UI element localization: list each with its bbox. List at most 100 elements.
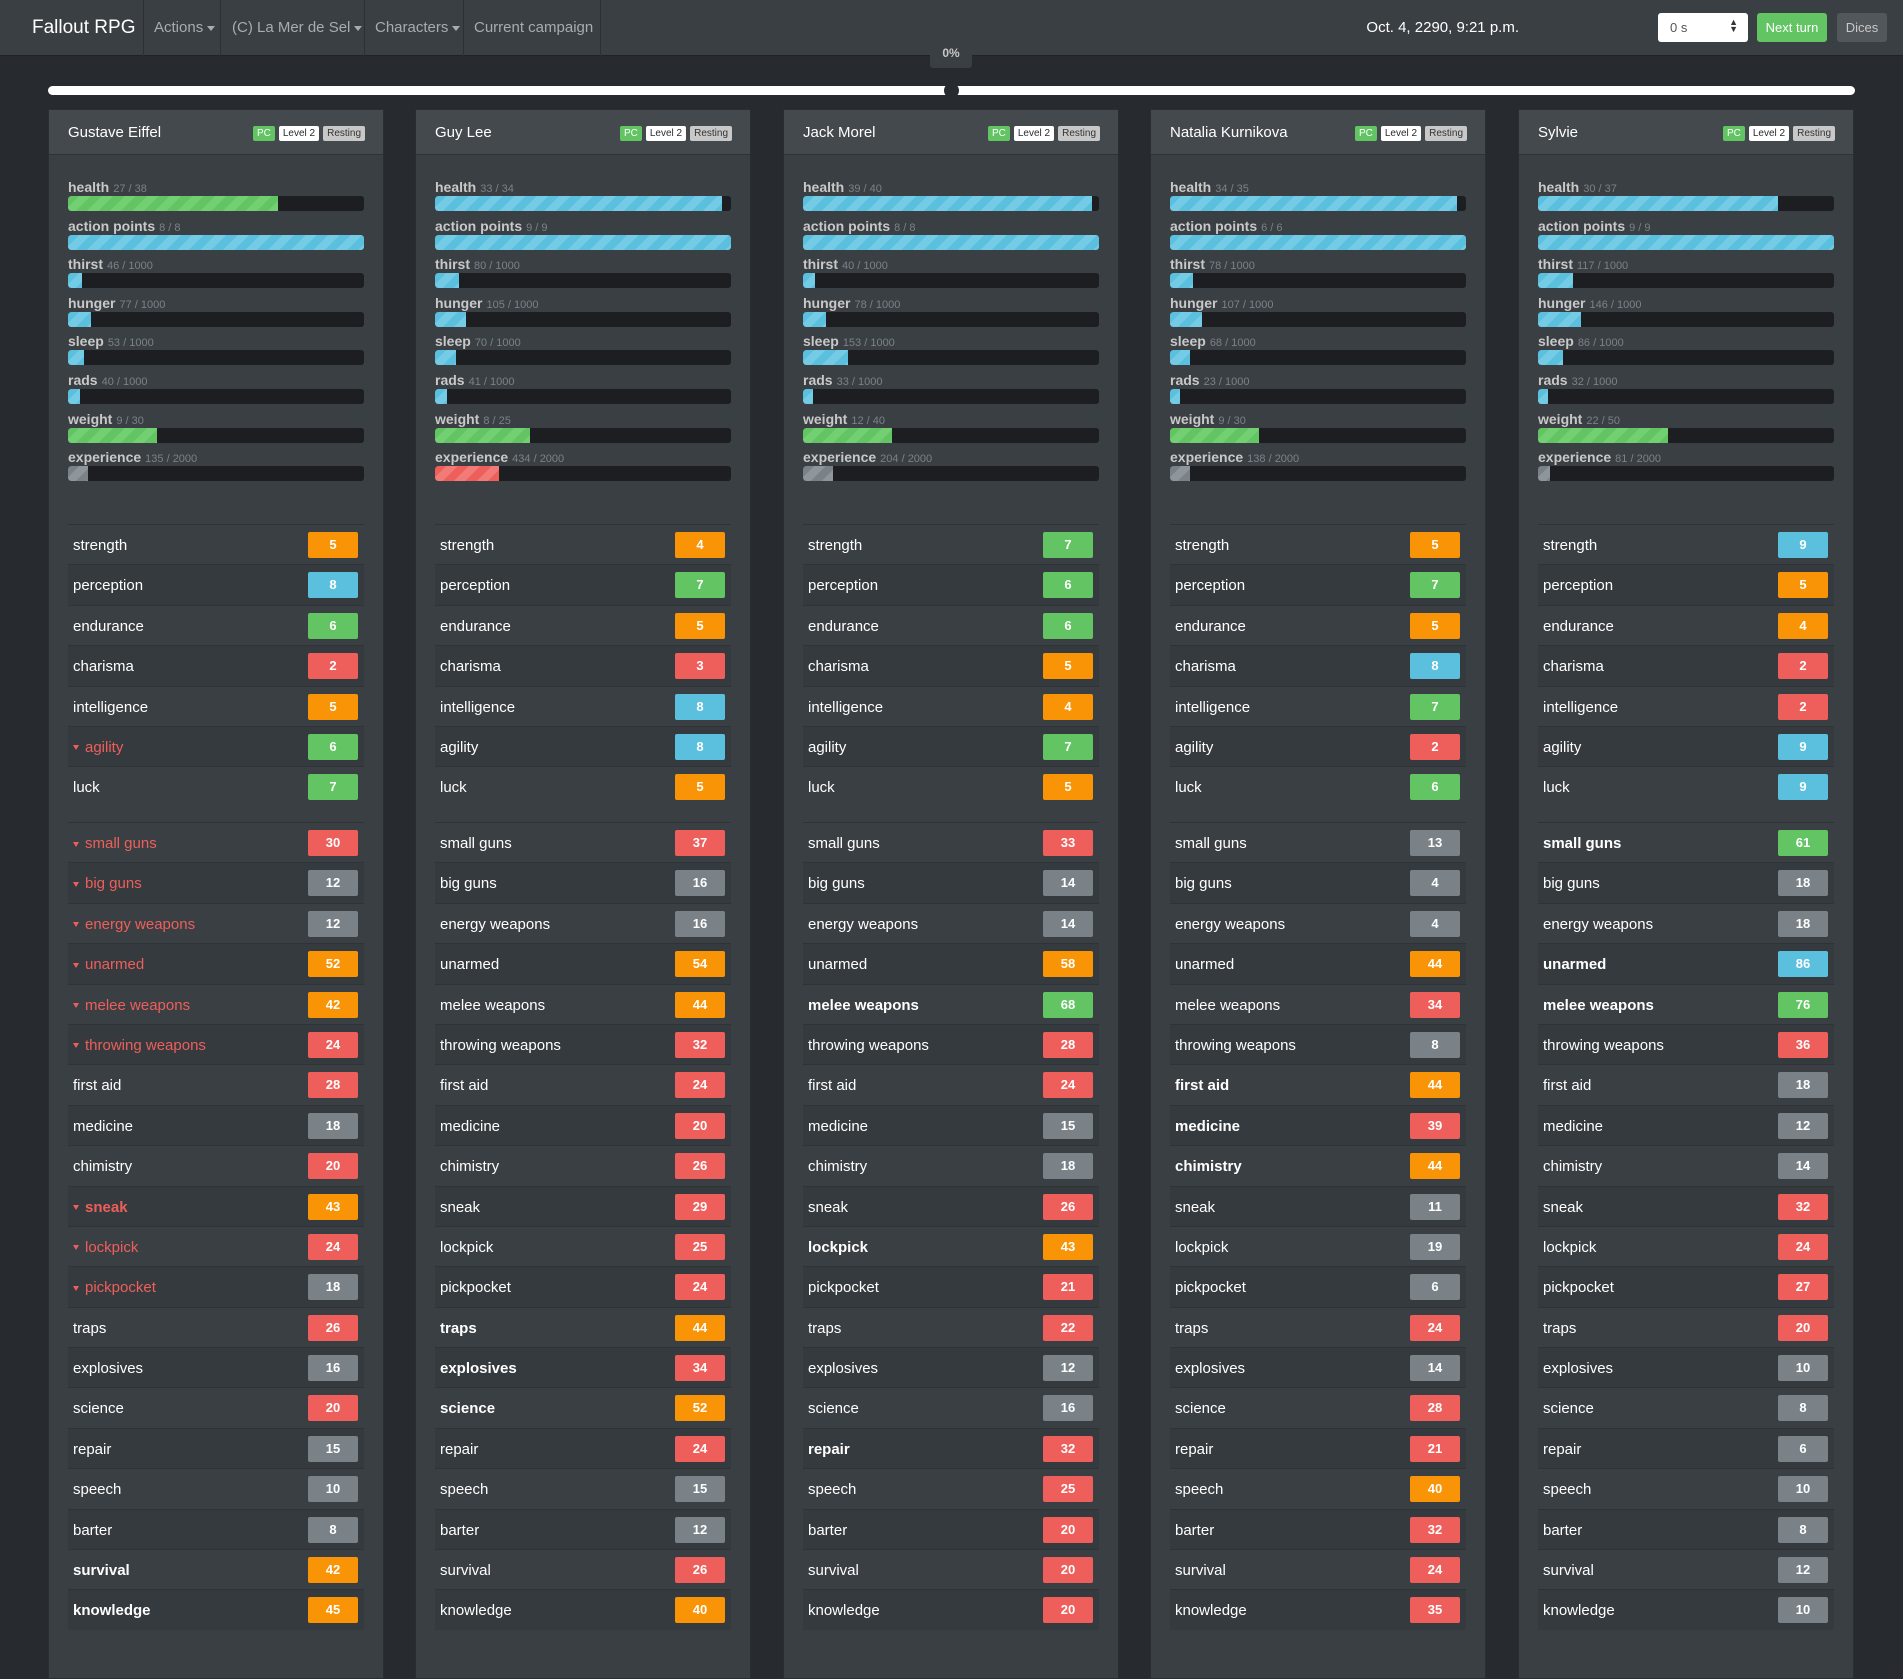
stat-row[interactable]: survival 26 xyxy=(435,1549,731,1590)
stat-row[interactable]: strength 5 xyxy=(1170,524,1466,565)
stat-row[interactable]: traps 26 xyxy=(68,1306,364,1348)
stat-row[interactable]: perception 7 xyxy=(435,564,731,605)
stat-row[interactable]: first aid 24 xyxy=(435,1064,731,1105)
progress-slider-handle[interactable] xyxy=(944,83,959,98)
stat-row[interactable]: science 8 xyxy=(1538,1387,1834,1428)
stat-row[interactable]: repair 24 xyxy=(435,1427,731,1469)
stat-row[interactable]: strength 9 xyxy=(1538,524,1834,565)
stat-row[interactable]: luck 5 xyxy=(435,766,731,807)
character-name[interactable]: Gustave Eiffel xyxy=(68,124,162,141)
stat-row[interactable]: strength 5 xyxy=(68,524,364,565)
stat-row[interactable]: throwing weapons 28 xyxy=(803,1023,1099,1065)
stat-row[interactable]: big guns 12 xyxy=(68,862,364,903)
stat-row[interactable]: strength 4 xyxy=(435,524,731,565)
stat-row[interactable]: luck 9 xyxy=(1538,766,1834,807)
stat-row[interactable]: traps 24 xyxy=(1170,1306,1466,1348)
stat-row[interactable]: strength 7 xyxy=(803,524,1099,565)
stat-row[interactable]: explosives 16 xyxy=(68,1347,364,1388)
stat-row[interactable]: agility 2 xyxy=(1170,725,1466,767)
stat-row[interactable]: melee weapons 44 xyxy=(435,983,731,1024)
stat-row[interactable]: big guns 14 xyxy=(803,862,1099,903)
stat-row[interactable]: repair 21 xyxy=(1170,1427,1466,1469)
stat-row[interactable]: charisma 3 xyxy=(435,645,731,686)
stat-row[interactable]: intelligence 5 xyxy=(68,685,364,726)
stat-row[interactable]: chimistry 14 xyxy=(1538,1145,1834,1186)
stat-row[interactable]: traps 20 xyxy=(1538,1306,1834,1348)
stat-row[interactable]: explosives 34 xyxy=(435,1347,731,1388)
campaign-menu[interactable]: (C) La Mer de Sel xyxy=(232,19,363,36)
character-name[interactable]: Natalia Kurnikova xyxy=(1170,124,1288,141)
stat-row[interactable]: first aid 44 xyxy=(1170,1064,1466,1105)
stat-row[interactable]: throwing weapons 36 xyxy=(1538,1023,1834,1065)
stat-row[interactable]: perception 6 xyxy=(803,564,1099,605)
stat-row[interactable]: pickpocket 21 xyxy=(803,1266,1099,1307)
stat-row[interactable]: traps 22 xyxy=(803,1306,1099,1348)
stat-row[interactable]: endurance 6 xyxy=(68,604,364,646)
stat-row[interactable]: explosives 10 xyxy=(1538,1347,1834,1388)
stat-row[interactable]: agility 7 xyxy=(803,725,1099,767)
stat-row[interactable]: charisma 5 xyxy=(803,645,1099,686)
stat-row[interactable]: lockpick 43 xyxy=(803,1225,1099,1267)
stat-row[interactable]: medicine 39 xyxy=(1170,1104,1466,1146)
stat-row[interactable]: perception 5 xyxy=(1538,564,1834,605)
stat-row[interactable]: knowledge 45 xyxy=(68,1589,364,1630)
stat-row[interactable]: barter 8 xyxy=(68,1508,364,1550)
actions-menu[interactable]: Actions xyxy=(154,19,216,36)
stat-row[interactable]: big guns 18 xyxy=(1538,862,1834,903)
stat-row[interactable]: sneak 29 xyxy=(435,1185,731,1226)
stat-row[interactable]: traps 44 xyxy=(435,1306,731,1348)
stat-row[interactable]: unarmed 52 xyxy=(68,943,364,984)
stat-row[interactable]: barter 12 xyxy=(435,1508,731,1550)
stat-row[interactable]: small guns 13 xyxy=(1170,822,1466,863)
stat-row[interactable]: lockpick 25 xyxy=(435,1225,731,1267)
stat-row[interactable]: unarmed 58 xyxy=(803,943,1099,984)
stat-row[interactable]: melee weapons 42 xyxy=(68,983,364,1024)
stat-row[interactable]: sneak 43 xyxy=(68,1185,364,1226)
characters-menu[interactable]: Characters xyxy=(375,19,461,36)
stat-row[interactable]: survival 12 xyxy=(1538,1549,1834,1590)
character-name[interactable]: Sylvie xyxy=(1538,124,1579,141)
stat-row[interactable]: lockpick 24 xyxy=(68,1225,364,1267)
stat-row[interactable]: luck 7 xyxy=(68,766,364,807)
stat-row[interactable]: charisma 8 xyxy=(1170,645,1466,686)
stat-row[interactable]: barter 20 xyxy=(803,1508,1099,1550)
dices-button[interactable]: Dices xyxy=(1837,13,1887,42)
stat-row[interactable]: endurance 4 xyxy=(1538,604,1834,646)
stat-row[interactable]: survival 24 xyxy=(1170,1549,1466,1590)
stat-row[interactable]: small guns 33 xyxy=(803,822,1099,863)
stat-row[interactable]: pickpocket 24 xyxy=(435,1266,731,1307)
stat-row[interactable]: barter 8 xyxy=(1538,1508,1834,1550)
next-turn-button[interactable]: Next turn xyxy=(1757,13,1827,42)
stat-row[interactable]: charisma 2 xyxy=(68,645,364,686)
stat-row[interactable]: energy weapons 12 xyxy=(68,902,364,944)
time-step-select[interactable]: 0 s ▲ ▼ xyxy=(1658,13,1748,42)
stat-row[interactable]: intelligence 7 xyxy=(1170,685,1466,726)
stat-row[interactable]: explosives 12 xyxy=(803,1347,1099,1388)
stat-row[interactable]: medicine 12 xyxy=(1538,1104,1834,1146)
stat-row[interactable]: melee weapons 68 xyxy=(803,983,1099,1024)
stat-row[interactable]: knowledge 35 xyxy=(1170,1589,1466,1630)
stat-row[interactable]: pickpocket 27 xyxy=(1538,1266,1834,1307)
stat-row[interactable]: chimistry 20 xyxy=(68,1145,364,1186)
stat-row[interactable]: first aid 28 xyxy=(68,1064,364,1105)
stat-row[interactable]: science 28 xyxy=(1170,1387,1466,1428)
stat-row[interactable]: intelligence 4 xyxy=(803,685,1099,726)
stat-row[interactable]: pickpocket 18 xyxy=(68,1266,364,1307)
stat-row[interactable]: speech 10 xyxy=(1538,1468,1834,1509)
stat-row[interactable]: unarmed 44 xyxy=(1170,943,1466,984)
stat-row[interactable]: medicine 15 xyxy=(803,1104,1099,1146)
stat-row[interactable]: chimistry 26 xyxy=(435,1145,731,1186)
stat-row[interactable]: knowledge 40 xyxy=(435,1589,731,1630)
stat-row[interactable]: unarmed 54 xyxy=(435,943,731,984)
stat-row[interactable]: endurance 6 xyxy=(803,604,1099,646)
stat-row[interactable]: survival 20 xyxy=(803,1549,1099,1590)
stat-row[interactable]: sneak 32 xyxy=(1538,1185,1834,1226)
stat-row[interactable]: energy weapons 4 xyxy=(1170,902,1466,944)
brand-link[interactable]: Fallout RPG xyxy=(32,17,136,38)
stat-row[interactable]: first aid 18 xyxy=(1538,1064,1834,1105)
stat-row[interactable]: explosives 14 xyxy=(1170,1347,1466,1388)
stat-row[interactable]: first aid 24 xyxy=(803,1064,1099,1105)
stat-row[interactable]: charisma 2 xyxy=(1538,645,1834,686)
stat-row[interactable]: sneak 11 xyxy=(1170,1185,1466,1226)
stat-row[interactable]: agility 8 xyxy=(435,725,731,767)
